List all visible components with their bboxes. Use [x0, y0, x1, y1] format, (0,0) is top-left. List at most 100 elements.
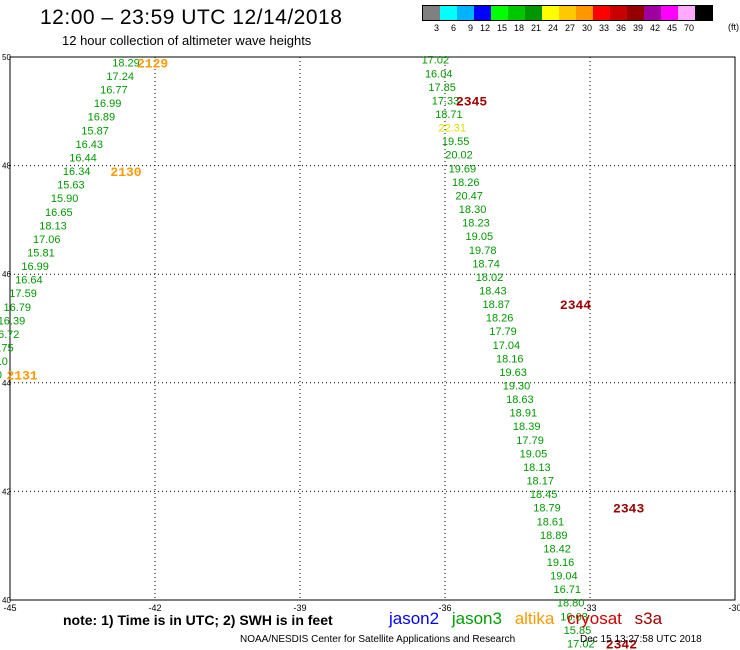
footnote: note: 1) Time is in UTC; 2) SWH is in fe…: [63, 612, 333, 628]
wave-height-label: 17.02: [422, 55, 450, 67]
wave-height-label: 15.90: [51, 193, 79, 205]
wave-height-label: 18.29: [112, 57, 140, 69]
wave-height-label: 17.79: [516, 435, 544, 447]
color-scale-label: 70: [683, 23, 694, 33]
color-scale-label: 42: [649, 23, 660, 33]
wave-height-label: 18.26: [452, 177, 480, 189]
color-scale-label: 36: [615, 23, 626, 33]
x-tick-label: -33: [583, 603, 596, 613]
pass-time-label: 2130: [110, 165, 141, 180]
x-tick-label: -39: [293, 603, 306, 613]
wave-height-label: 18.17: [526, 476, 554, 488]
wave-height-label: 15.87: [81, 125, 109, 137]
y-tick-label: 42: [2, 487, 11, 496]
wave-height-label: 17.75: [0, 343, 14, 355]
legend-jason2: jason2: [389, 609, 440, 628]
chart-title: 12:00 – 23:59 UTC 12/14/2018: [40, 6, 343, 29]
generated-timestamp: Dec 15 13:27:58 UTC 2018: [580, 634, 702, 645]
wave-height-label: 18.89: [540, 530, 568, 542]
color-scale-legend: 3 6 9 12 15 18 21 24 27 30 33 36 39 42 45 70 (ft): [422, 5, 739, 33]
wave-height-label: 18.26: [486, 313, 514, 325]
pass-time-label: 2342: [606, 637, 637, 650]
wave-height-label: 15.63: [57, 180, 85, 192]
wave-height-label: 17.85: [428, 82, 456, 94]
color-swatch: [593, 6, 610, 20]
wave-height-label: 17.02: [567, 638, 595, 650]
wave-height-label: 18.43: [479, 285, 507, 297]
x-tick-label: -42: [148, 603, 161, 613]
color-scale-label: 39: [632, 23, 643, 33]
wave-height-label: 18.74: [472, 258, 500, 270]
color-scale-label: 21: [530, 23, 541, 33]
wave-height-label: 19.16: [547, 557, 575, 569]
y-tick-label: 44: [2, 379, 11, 388]
wave-height-label: 18.13: [523, 462, 551, 474]
wave-height-label: 17.59: [9, 288, 37, 300]
wave-height-label: 16.34: [63, 166, 91, 178]
wave-height-label: 17.80: [0, 370, 2, 382]
color-scale-label: 6: [450, 23, 456, 33]
wave-height-label: 20.47: [455, 190, 483, 202]
wave-height-label: 18.80: [557, 598, 585, 610]
wave-height-label: 17.79: [489, 326, 517, 338]
wave-height-label: 18.13: [39, 220, 67, 232]
wave-height-label: 18.23: [462, 218, 490, 230]
pass-time-label: 2129: [137, 56, 168, 71]
wave-height-label: 17.24: [106, 71, 134, 83]
color-scale-label: 9: [467, 23, 473, 33]
wave-height-label: 16.39: [0, 315, 25, 327]
plot-frame: [9, 56, 736, 601]
color-scale-label: 30: [581, 23, 592, 33]
wave-height-label: 19.05: [466, 231, 494, 243]
wave-height-label: 18.02: [476, 272, 504, 284]
pass-time-label: 2343: [613, 502, 644, 517]
wave-height-label: 17.06: [33, 234, 61, 246]
wave-height-label: 16.03: [560, 611, 588, 623]
satellite-legend: jason2 jason3 altika cryosat s3a: [389, 609, 670, 629]
wave-height-label: 16.44: [69, 152, 97, 164]
wave-height-label: 16.65: [45, 207, 73, 219]
color-scale-label: 45: [666, 23, 677, 33]
y-tick-label: 48: [2, 162, 11, 171]
legend-s3a: s3a: [634, 609, 663, 628]
wave-height-label: 18.79: [533, 503, 561, 515]
color-swatch: [695, 6, 712, 20]
color-swatch: [661, 6, 678, 20]
wave-height-label: 19.78: [469, 245, 497, 257]
pass-time-label: 2344: [560, 298, 591, 313]
y-tick-label: 40: [2, 596, 11, 605]
credit-text: NOAA/NESDIS Center for Satellite Applica…: [240, 634, 516, 645]
wave-height-label: 18.61: [537, 516, 565, 528]
wave-height-label: 15.81: [27, 247, 55, 259]
wave-height-label: 16.04: [425, 68, 453, 80]
wave-height-label: 17.04: [493, 340, 521, 352]
color-swatch: [508, 6, 525, 20]
color-scale-label: 27: [564, 23, 575, 33]
color-swatch: [457, 6, 474, 20]
wave-height-label: 19.30: [503, 381, 531, 393]
color-swatch: [491, 6, 508, 20]
color-swatch: [474, 6, 491, 20]
color-swatch: [423, 6, 440, 20]
wave-height-label: 18.30: [459, 204, 487, 216]
wave-height-label: 17.33: [432, 95, 460, 107]
color-scale-unit: (ft): [728, 22, 739, 32]
wave-height-label: 18.91: [510, 408, 538, 420]
pass-time-label: 2131: [6, 369, 37, 384]
wave-height-label: 22.31: [438, 123, 466, 135]
color-swatch: [644, 6, 661, 20]
y-tick-label: 50: [2, 53, 11, 62]
wave-height-label: 16.89: [88, 112, 116, 124]
legend-cryosat: cryosat: [567, 609, 622, 628]
color-scale-label: 12: [479, 23, 490, 33]
wave-height-label: 16.71: [554, 584, 582, 596]
color-swatch: [525, 6, 542, 20]
wave-height-label: 16.72: [0, 329, 19, 341]
wave-height-label: 19.04: [550, 571, 578, 583]
wave-height-label: 18.10: [0, 356, 8, 368]
color-scale-labels: 3 6 9 12 15 18 21 24 27 30 33 36 39 42 45 70: [422, 23, 713, 33]
x-tick-label: -36: [438, 603, 451, 613]
wave-height-label: 20.02: [445, 150, 473, 162]
wave-height-label: 19.55: [442, 136, 470, 148]
